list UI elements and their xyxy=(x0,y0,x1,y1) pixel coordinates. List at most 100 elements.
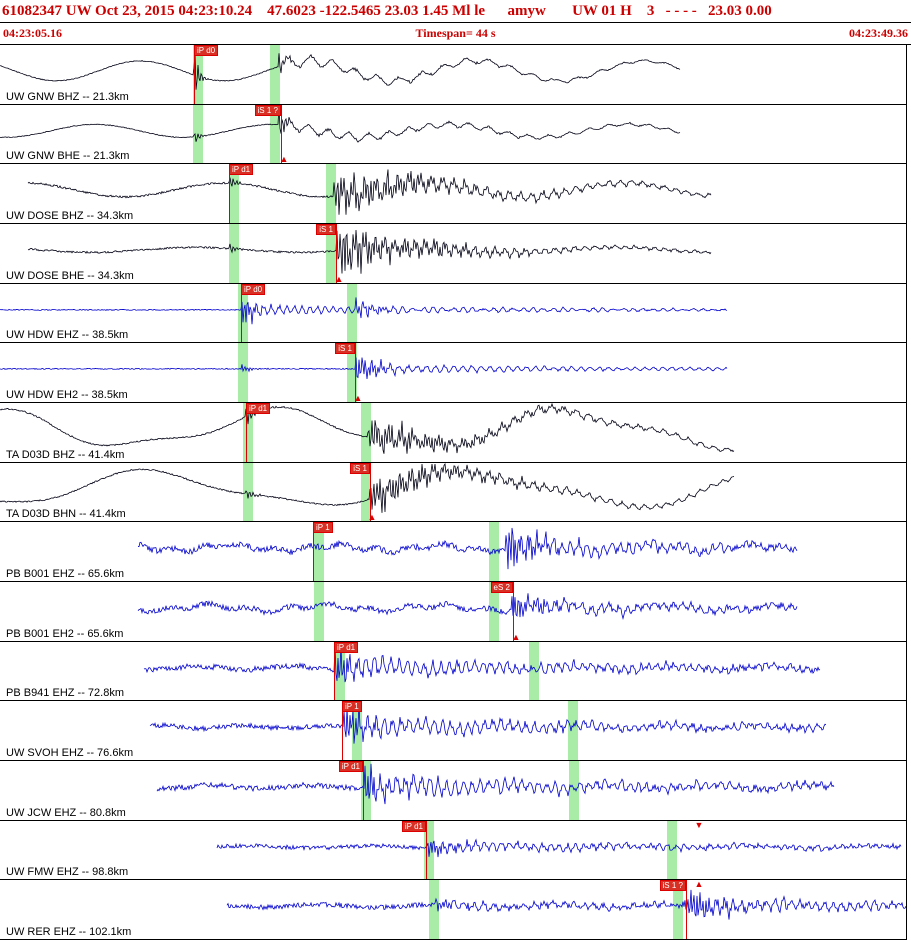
predicted-arrival-band xyxy=(193,45,203,104)
seismogram-waveform xyxy=(226,890,906,921)
trace-label: UW HDW EH2 -- 38.5km xyxy=(6,389,128,402)
seismogram-waveform xyxy=(0,297,728,324)
arrival-marker-icon: ▼ xyxy=(694,820,704,830)
pick-flag[interactable]: iS 1 ? xyxy=(254,104,281,116)
trace-panel-15[interactable]: iS 1 ? ▲ UW RER EHZ -- 102.1km xyxy=(0,880,906,940)
trace-label: UW GNW BHZ -- 21.3km xyxy=(6,90,129,103)
trace-panel-4[interactable]: iS 1 ▲ UW DOSE BHE -- 34.3km xyxy=(0,224,906,284)
predicted-arrival-band xyxy=(314,522,324,582)
predicted-arrival-band xyxy=(270,104,280,164)
seismogram-waveform xyxy=(138,528,798,570)
pick-flag[interactable]: eS 2 xyxy=(490,582,513,594)
trace-label: UW DOSE BHZ -- 34.3km xyxy=(6,210,134,223)
trace-panel-10[interactable]: eS 2 ▲ PB B001 EH2 -- 65.6km xyxy=(0,582,906,642)
pick-line[interactable] xyxy=(426,820,427,880)
trace-label: PB B941 EHZ -- 72.8km xyxy=(6,687,124,700)
predicted-arrival-band xyxy=(347,343,357,403)
predicted-arrival-band xyxy=(361,403,371,462)
trace-label: UW GNW BHE -- 21.3km xyxy=(6,150,130,163)
trace-panel-2[interactable]: iS 1 ? ▲ UW GNW BHE -- 21.3km xyxy=(0,104,906,165)
arrival-marker-icon: ▲ xyxy=(353,393,363,404)
seismogram-waveform xyxy=(27,169,712,216)
pick-flag[interactable]: iP 1 xyxy=(313,522,333,534)
trace-panel-14[interactable]: iP d1 ▼ UW FMW EHZ -- 98.8km xyxy=(0,820,906,881)
timespan-label: Timespan= 44 s xyxy=(415,26,496,40)
event-summary-line: 61082347 UW Oct 23, 2015 04:23:10.24 47.… xyxy=(0,0,911,23)
predicted-arrival-band xyxy=(326,164,336,224)
pick-line[interactable] xyxy=(229,164,230,224)
arrival-marker-icon: ▲ xyxy=(694,880,704,890)
pick-line[interactable] xyxy=(513,582,514,641)
seismogram-waveform xyxy=(0,105,681,143)
predicted-arrival-band xyxy=(673,880,683,940)
seismogram-waveform xyxy=(216,838,902,857)
pick-line[interactable] xyxy=(686,880,687,940)
trace-panel-13[interactable]: iP d1 UW JCW EHZ -- 80.8km xyxy=(0,761,906,821)
arrival-marker-icon: ▲ xyxy=(367,512,377,523)
trace-panel-1[interactable]: iP d0 UW GNW BHZ -- 21.3km xyxy=(0,45,906,105)
predicted-arrival-band xyxy=(243,462,253,522)
predicted-arrival-band xyxy=(429,880,439,940)
pick-flag[interactable]: iS 1 ? xyxy=(659,880,686,892)
predicted-arrival-band xyxy=(229,164,239,224)
trace-label: PB B001 EHZ -- 65.6km xyxy=(6,568,124,581)
pick-flag[interactable]: iS 1 xyxy=(335,343,355,355)
trace-label: UW JCW EHZ -- 80.8km xyxy=(6,806,126,819)
seismogram-waveform xyxy=(0,52,681,90)
pick-flag[interactable]: iP d1 xyxy=(246,403,271,415)
trace-label: UW HDW EHZ -- 38.5km xyxy=(6,329,129,342)
predicted-arrival-band xyxy=(314,582,324,641)
pick-line[interactable] xyxy=(334,641,335,701)
seismogram-waveform xyxy=(156,763,835,805)
pick-flag[interactable]: iP d1 xyxy=(401,820,426,832)
predicted-arrival-band xyxy=(238,283,248,343)
pick-flag[interactable]: iS 1 xyxy=(316,224,336,236)
seismogram-waveform xyxy=(0,403,735,454)
trace-panel-9[interactable]: iP 1 PB B001 EHZ -- 65.6km xyxy=(0,522,906,583)
seismogram-waveform xyxy=(149,704,827,744)
trace-label: TA D03D BHN -- 41.4km xyxy=(6,508,126,521)
predicted-arrival-band xyxy=(238,343,248,403)
pick-flag[interactable]: iP 1 xyxy=(342,701,362,713)
pick-flag[interactable]: iP d1 xyxy=(334,641,359,653)
trace-label: UW FMW EHZ -- 98.8km xyxy=(6,866,129,879)
pick-line[interactable] xyxy=(370,462,371,522)
trace-label: PB B001 EH2 -- 65.6km xyxy=(6,627,124,640)
pick-flag[interactable]: iS 1 xyxy=(350,462,370,474)
pick-flag[interactable]: iP d1 xyxy=(338,761,363,773)
pick-line[interactable] xyxy=(355,343,356,403)
pick-line[interactable] xyxy=(342,701,343,761)
predicted-arrival-band xyxy=(229,224,239,283)
trace-label: UW DOSE BHE -- 34.3km xyxy=(6,269,134,282)
pick-line[interactable] xyxy=(363,761,364,820)
pick-line[interactable] xyxy=(313,522,314,582)
trace-panel-11[interactable]: iP d1 PB B941 EHZ -- 72.8km xyxy=(0,641,906,702)
pick-line[interactable] xyxy=(194,45,195,104)
predicted-arrival-band xyxy=(243,403,253,462)
predicted-arrival-band xyxy=(489,582,499,641)
pick-line[interactable] xyxy=(241,283,242,343)
seismogram-waveform xyxy=(143,644,821,682)
trace-panel-7[interactable]: iP d1 TA D03D BHZ -- 41.4km xyxy=(0,403,906,463)
pick-flag[interactable]: iP d1 xyxy=(229,164,254,176)
seismogram-waveform xyxy=(0,462,735,513)
predicted-arrival-band xyxy=(361,462,371,522)
seismogram-waveform xyxy=(137,593,798,620)
pick-line[interactable] xyxy=(246,403,247,462)
arrival-marker-icon: ▲ xyxy=(334,273,344,284)
trace-panel-5[interactable]: iP d0 UW HDW EHZ -- 38.5km xyxy=(0,283,906,344)
predicted-arrival-band xyxy=(326,224,336,283)
trace-panel-12[interactable]: iP 1 UW SVOH EHZ -- 76.6km xyxy=(0,701,906,762)
arrival-marker-icon: ▲ xyxy=(279,154,289,165)
pick-flag[interactable]: iP d0 xyxy=(194,45,219,56)
pick-flag[interactable]: iP d0 xyxy=(241,283,266,295)
pick-line[interactable] xyxy=(281,104,282,164)
trace-label: UW SVOH EHZ -- 76.6km xyxy=(6,747,134,760)
predicted-arrival-band xyxy=(489,522,499,582)
time-axis-header: 04:23:05.16 Timespan= 44 s 04:23:49.36 xyxy=(0,23,911,45)
window-end-time: 04:23:49.36 xyxy=(849,26,908,40)
trace-panel-8[interactable]: iS 1 ▲ TA D03D BHN -- 41.4km xyxy=(0,462,906,523)
trace-panel-6[interactable]: iS 1 ▲ UW HDW EH2 -- 38.5km xyxy=(0,343,906,404)
trace-panel-3[interactable]: iP d1 UW DOSE BHZ -- 34.3km xyxy=(0,164,906,225)
pick-line[interactable] xyxy=(336,224,337,283)
